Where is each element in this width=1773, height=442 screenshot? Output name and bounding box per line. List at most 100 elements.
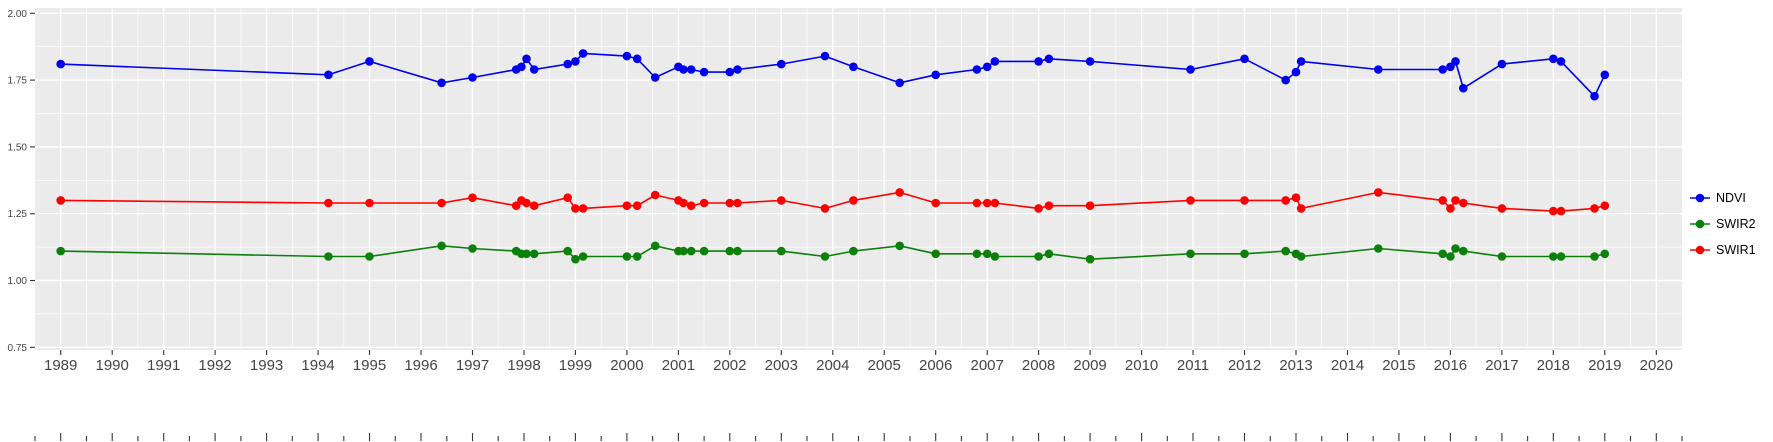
data-point xyxy=(650,73,660,82)
data-point xyxy=(849,196,858,205)
data-point xyxy=(1281,196,1290,205)
data-point xyxy=(578,252,588,261)
data-point xyxy=(1240,54,1249,64)
data-point xyxy=(1438,196,1447,205)
x-tick-label: 1992 xyxy=(198,357,231,374)
x-tick-label: 2015 xyxy=(1382,357,1415,374)
series-swir2 xyxy=(56,241,1610,264)
data-point xyxy=(1085,57,1095,66)
grid-minor xyxy=(35,8,1682,350)
data-point xyxy=(849,246,858,256)
data-point xyxy=(679,246,688,256)
x-tick-label: 1997 xyxy=(456,357,489,374)
data-point xyxy=(1556,252,1566,261)
data-point xyxy=(56,59,65,69)
x-tick-label: 1994 xyxy=(301,357,334,374)
data-point xyxy=(324,70,333,80)
data-point xyxy=(1438,65,1447,74)
data-point xyxy=(725,198,735,208)
data-point xyxy=(468,244,477,253)
data-point xyxy=(1240,196,1249,205)
data-point xyxy=(1044,249,1054,259)
x-tick-label: 2016 xyxy=(1434,357,1467,374)
data-point xyxy=(571,57,580,66)
x-tick-label: 1993 xyxy=(250,357,283,374)
data-point xyxy=(1291,193,1301,202)
legend-item-swir1: SWIR1 xyxy=(1688,241,1756,259)
axis-ticks xyxy=(30,12,1683,441)
data-point xyxy=(437,78,446,88)
data-point xyxy=(1600,201,1610,210)
y-tick-label: 1.25 xyxy=(8,209,28,220)
data-point xyxy=(733,246,742,256)
data-point xyxy=(1549,206,1558,216)
data-point xyxy=(517,62,526,72)
data-point xyxy=(699,198,709,208)
data-point xyxy=(982,249,992,259)
data-point xyxy=(632,201,642,210)
x-tick-label: 2012 xyxy=(1228,357,1261,374)
data-point xyxy=(990,252,1000,261)
data-point xyxy=(1446,62,1455,72)
data-point xyxy=(1186,196,1195,205)
x-tick-label: 2010 xyxy=(1125,357,1158,374)
legend-key-swir2 xyxy=(1690,219,1710,229)
x-tick-label: 2004 xyxy=(816,357,849,374)
data-point xyxy=(1374,65,1383,74)
legend-key-ndvi xyxy=(1690,193,1710,203)
data-point xyxy=(982,62,992,72)
data-point xyxy=(578,204,588,213)
x-tick-label: 2002 xyxy=(713,357,746,374)
data-point xyxy=(1186,249,1195,259)
data-point xyxy=(849,62,858,72)
x-tick-label: 2013 xyxy=(1279,357,1312,374)
data-point xyxy=(982,198,992,208)
data-point xyxy=(777,59,786,69)
data-point xyxy=(733,65,742,74)
data-point xyxy=(622,201,632,210)
x-tick-label: 2000 xyxy=(610,357,643,374)
data-point xyxy=(777,196,786,205)
data-point xyxy=(699,246,709,256)
data-point xyxy=(1459,83,1468,93)
data-point xyxy=(365,57,374,66)
data-point xyxy=(563,193,572,202)
x-tick-label: 2011 xyxy=(1177,357,1209,374)
data-point xyxy=(1497,252,1507,261)
data-point xyxy=(324,198,333,208)
x-tick-label: 2007 xyxy=(971,357,1004,374)
data-point xyxy=(511,201,521,210)
data-point xyxy=(1034,252,1043,261)
data-point xyxy=(632,54,642,64)
data-point xyxy=(1296,57,1306,66)
data-point xyxy=(1549,252,1558,261)
data-point xyxy=(1446,252,1455,261)
x-tick-label: 1996 xyxy=(404,357,437,374)
data-point xyxy=(529,249,539,259)
data-point xyxy=(1446,204,1455,213)
data-point xyxy=(522,198,531,208)
data-point xyxy=(650,190,660,200)
data-point xyxy=(1034,57,1043,66)
data-point xyxy=(1556,57,1566,66)
data-point xyxy=(699,67,709,77)
data-point xyxy=(972,65,982,74)
data-point xyxy=(1281,246,1290,256)
data-point xyxy=(1451,196,1460,205)
legend-item-swir2: SWIR2 xyxy=(1688,215,1756,233)
data-point xyxy=(1459,246,1468,256)
data-point xyxy=(733,198,742,208)
x-tick-label: 1999 xyxy=(559,357,592,374)
data-point xyxy=(529,201,539,210)
y-tick-label: 1.00 xyxy=(8,276,28,287)
data-point xyxy=(1240,249,1249,259)
data-point xyxy=(1034,204,1043,213)
data-point xyxy=(365,198,374,208)
data-point xyxy=(820,51,830,61)
data-point xyxy=(679,198,688,208)
data-point xyxy=(725,67,735,77)
legend-label: SWIR1 xyxy=(1716,243,1756,257)
data-point xyxy=(1451,244,1460,253)
x-tick-label: 1991 xyxy=(147,357,180,374)
